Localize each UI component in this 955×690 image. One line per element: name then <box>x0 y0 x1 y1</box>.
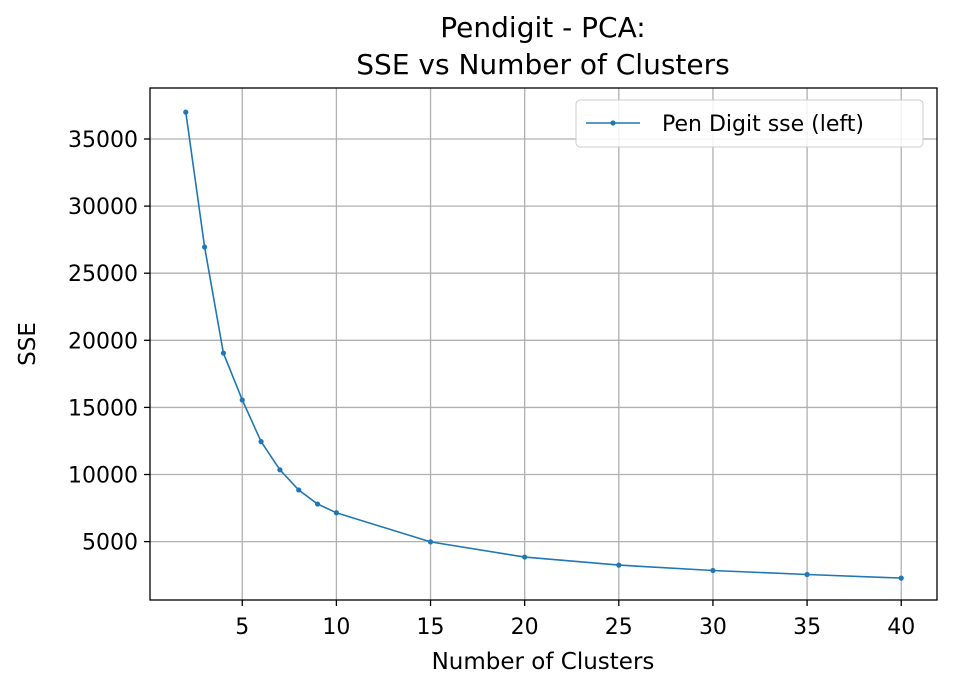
x-tick-label: 5 <box>235 615 249 640</box>
x-tick-label: 30 <box>699 615 727 640</box>
data-point <box>296 487 302 493</box>
data-point <box>333 510 339 516</box>
chart-title-line2: SSE vs Number of Clusters <box>356 48 729 81</box>
data-point <box>427 539 434 545</box>
data-point <box>202 244 208 250</box>
x-tick-label: 35 <box>793 615 821 640</box>
y-tick-label: 30000 <box>68 195 138 220</box>
x-tick-label: 40 <box>887 615 915 640</box>
y-tick-label: 20000 <box>68 329 138 354</box>
data-point <box>710 567 716 574</box>
data-point <box>522 554 528 560</box>
legend-label: Pen Digit sse (left) <box>662 112 864 137</box>
y-tick-label: 35000 <box>68 128 138 153</box>
data-point <box>277 467 283 473</box>
legend-marker-swatch <box>610 120 616 126</box>
data-point <box>183 109 189 115</box>
x-tick-label: 10 <box>322 615 350 640</box>
chart-title-line1: Pendigit - PCA: <box>440 11 645 44</box>
data-point <box>314 501 321 507</box>
y-tick-label: 5000 <box>82 531 138 556</box>
x-tick-label: 15 <box>417 615 445 640</box>
y-tick-label: 10000 <box>68 464 138 489</box>
x-tick-label: 20 <box>511 615 539 640</box>
data-point <box>258 439 264 445</box>
series <box>183 109 904 581</box>
y-axis-ticks: 5000 10000 15000 20000 25000 30000 35000 <box>68 128 150 556</box>
plot-frame <box>149 87 938 601</box>
y-axis-label: SSE <box>15 322 41 366</box>
x-tick-label: 25 <box>605 615 633 640</box>
legend-box <box>575 99 924 148</box>
x-axis-ticks: 5 10 15 20 25 30 35 40 <box>235 600 915 640</box>
data-point <box>804 571 810 578</box>
y-tick-label: 25000 <box>68 262 138 287</box>
series-line <box>185 112 902 579</box>
data-point <box>616 562 622 568</box>
data-point <box>898 575 904 581</box>
x-axis-label: Number of Clusters <box>432 649 655 675</box>
y-tick-label: 15000 <box>68 396 138 421</box>
grid <box>150 88 937 600</box>
data-point <box>220 350 227 356</box>
data-point <box>239 397 245 403</box>
legend: Pen Digit sse (left) <box>575 99 924 148</box>
